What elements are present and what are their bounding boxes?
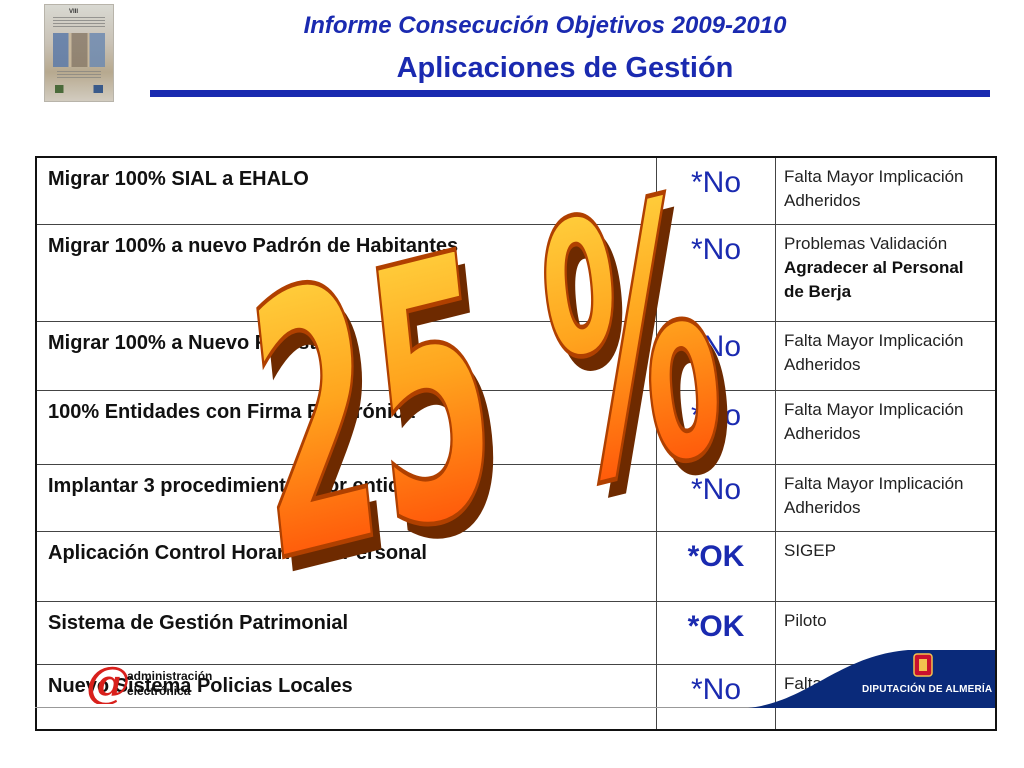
status-cell: *OK [656,531,776,602]
status-cell: *No [656,464,776,532]
status-cell: *No [656,224,776,322]
page-title: Aplicaciones de Gestión [396,52,734,84]
status-ok: *OK [687,610,745,643]
note-line: Adheridos [784,354,861,374]
table-row: Implantar 3 procedimientos por entidad *… [35,464,997,532]
table-row: Migrar 100% SIAL a EHALO *No Falta Mayor… [35,156,997,225]
thumbnail-label: VIII [69,9,79,15]
note-line: Adheridos [784,423,861,443]
objective-cell: Sistema de Gestión Patrimonial [35,601,657,665]
note-line-bold: Agradecer al Personal [784,257,964,277]
status-cell: *No [656,390,776,465]
note-line: Piloto [784,611,827,630]
objective-cell: 100% Entidades con Firma Electrónica [35,390,657,465]
objective-cell: Migrar 100% a Nuevo Registro [35,321,657,391]
note-line-bold: de Berja [784,281,852,301]
note-line: Falta Mayor Implicación [784,331,964,350]
table-row: Migrar 100% a Nuevo Registro *No Falta M… [35,321,997,391]
objective-cell: Implantar 3 procedimientos por entidad [35,464,657,532]
note-line: Adheridos [784,497,861,517]
note-line: Adheridos [784,190,861,210]
notes-cell: Falta Mayor Implicación Adheridos [775,156,997,225]
diputacion-band [748,650,995,708]
note-line: Problemas Validación [784,234,948,253]
coat-of-arms-icon [913,653,933,677]
note-line: Falta Mayor Implicación [784,400,964,419]
notes-cell: Falta Mayor Implicación Adheridos [775,321,997,391]
status-cell: *OK [656,601,776,665]
at-sign-icon: @ [86,660,130,704]
note-line: Falta Mayor Implicación [784,167,964,186]
objective-cell: Migrar 100% SIAL a EHALO [35,156,657,225]
status-ok: *OK [687,540,745,573]
footer-divider [35,707,990,708]
notes-cell: Falta Mayor Implicación Adheridos [775,464,997,532]
table-row: Migrar 100% a nuevo Padrón de Habitantes… [35,224,997,322]
notes-cell: Falta Mayor Implicación Adheridos [775,390,997,465]
status-cell: *No [656,156,776,225]
administracion-electronica-logo: @ [86,660,130,704]
objective-cell: Nuevo Sistema Policias Locales [35,664,657,731]
status-cell: *No [656,321,776,391]
title-underline [150,90,990,97]
report-subtitle: Informe Consecución Objetivos 2009-2010 [303,12,787,39]
objective-cell: Migrar 100% a nuevo Padrón de Habitantes [35,224,657,322]
note-line: Falta Mayor Implicación [784,474,964,493]
objectives-table: Migrar 100% SIAL a EHALO *No Falta Mayor… [35,156,997,731]
report-cover-thumbnail: VIII [44,4,114,102]
objective-cell: Aplicación Control Horario del Personal [35,531,657,602]
status-cell: *No [656,664,776,731]
ae-logo-line1: administración [127,669,213,683]
notes-cell: SIGEP [775,531,997,602]
diputacion-label: DIPUTACIÓN DE ALMERÍA [862,684,993,695]
note-line: SIGEP [784,541,836,560]
table-row: 100% Entidades con Firma Electrónica *No… [35,390,997,465]
table-row: Aplicación Control Horario del Personal … [35,531,997,602]
ae-logo-line2: electrónica [127,684,191,698]
notes-cell: Problemas Validación Agradecer al Person… [775,224,997,322]
ae-logo-text: administración electrónica [127,669,212,699]
